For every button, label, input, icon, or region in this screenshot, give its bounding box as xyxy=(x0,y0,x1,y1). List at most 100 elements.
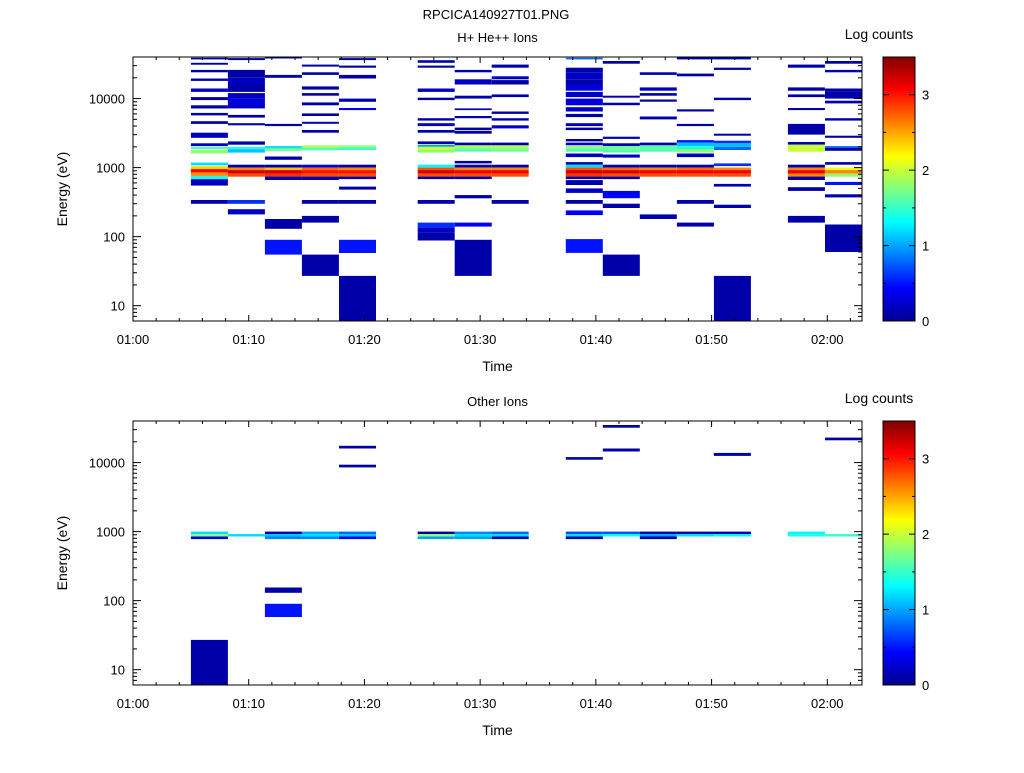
heatmap-cell xyxy=(639,99,677,102)
heatmap-cell xyxy=(417,227,455,233)
y-axis-label: Energy (eV) xyxy=(54,516,70,591)
x-tick-label: 01:00 xyxy=(117,696,150,711)
heatmap-cells xyxy=(190,57,862,321)
heatmap-cell xyxy=(301,536,339,540)
heatmap-cell xyxy=(301,102,339,106)
heatmap-cell xyxy=(417,536,455,540)
panel-title: Other Ions xyxy=(467,394,528,409)
heatmap-cell xyxy=(491,94,529,98)
heatmap-cell xyxy=(339,275,376,321)
y-tick-label: 10 xyxy=(111,299,125,314)
heatmap-cell xyxy=(264,146,302,149)
heatmap-cell xyxy=(639,164,677,168)
heatmap-cell xyxy=(491,145,529,149)
heatmap-cell xyxy=(825,146,862,149)
y-tick-label: 1000 xyxy=(96,161,125,176)
heatmap-cell xyxy=(417,97,455,101)
heatmap-cell xyxy=(565,210,603,216)
heatmap-cell xyxy=(190,143,228,147)
heatmap-cell xyxy=(190,78,228,81)
heatmap-cell xyxy=(454,531,492,535)
heatmap-cell xyxy=(602,136,640,139)
heatmap-cell xyxy=(301,145,339,148)
heatmap-cell xyxy=(339,65,376,68)
heatmap-cell xyxy=(787,142,825,145)
heatmap-cell xyxy=(491,125,529,129)
heatmap-cell xyxy=(227,164,265,168)
heatmap-cell xyxy=(301,130,339,133)
heatmap-cell xyxy=(565,113,603,118)
heatmap-cell xyxy=(301,72,339,75)
heatmap-cell xyxy=(301,64,339,67)
heatmap-cell xyxy=(454,176,492,180)
heatmap-cell xyxy=(565,176,603,180)
heatmap-cell xyxy=(227,58,265,61)
heatmap-cell xyxy=(190,536,228,540)
heatmap-cell xyxy=(639,145,677,149)
heatmap-cell xyxy=(190,112,228,116)
heatmap-cell xyxy=(339,534,376,537)
plot-frame xyxy=(132,420,863,686)
heatmap-cell xyxy=(339,200,376,204)
heatmap-cell xyxy=(825,88,862,92)
heatmap-cell xyxy=(190,172,228,176)
heatmap-cell xyxy=(301,531,339,535)
heatmap-cell xyxy=(713,97,751,101)
heatmap-cell xyxy=(301,176,339,180)
heatmap-cell xyxy=(190,146,228,150)
heatmap-cell xyxy=(301,164,339,168)
heatmap-cell xyxy=(565,164,603,168)
heatmap-cell xyxy=(190,97,228,101)
x-tick-label: 01:40 xyxy=(580,696,613,711)
heatmap-cell xyxy=(339,239,376,253)
heatmap-cell xyxy=(190,105,228,109)
heatmap-cell xyxy=(825,100,862,104)
heatmap-cell xyxy=(339,464,376,468)
heatmap-cell xyxy=(339,445,376,449)
heatmap-cell xyxy=(190,531,228,535)
heatmap-cell xyxy=(301,86,339,90)
heatmap-cell xyxy=(339,108,376,111)
heatmap-cell xyxy=(676,149,714,153)
heatmap-cell xyxy=(676,73,714,77)
heatmap-cell xyxy=(713,146,751,150)
heatmap-cell xyxy=(787,531,825,535)
heatmap-cell xyxy=(417,531,455,535)
heatmap-cell xyxy=(787,123,825,131)
heatmap-cell xyxy=(339,170,376,174)
heatmap-cell xyxy=(301,534,339,537)
heatmap-cell xyxy=(639,116,677,120)
heatmap-cell xyxy=(190,169,228,173)
heatmap-cell xyxy=(602,203,640,208)
heatmap-cell xyxy=(339,167,376,171)
heatmap-cell xyxy=(565,167,603,171)
colorbar-tick-label: 1 xyxy=(922,603,929,618)
heatmap-cell xyxy=(301,173,339,177)
heatmap-cell xyxy=(676,140,714,143)
heatmap-cell xyxy=(227,84,265,92)
heatmap-cell xyxy=(602,425,640,428)
heatmap-cell xyxy=(190,534,228,537)
heatmap-cell xyxy=(565,457,603,460)
heatmap-cell xyxy=(227,209,265,215)
panel-other-ions: Other Ions 01:00 01:10 01:20 01:30 01:40 01:50… xyxy=(54,390,929,738)
heatmap-cell xyxy=(301,200,339,204)
heatmap-cell xyxy=(491,167,529,171)
heatmap-cell xyxy=(264,531,302,535)
heatmap-cell xyxy=(787,187,825,191)
heatmap-cell xyxy=(676,109,714,112)
plot-frame xyxy=(132,56,863,322)
heatmap-cell xyxy=(602,190,640,199)
heatmap-cell xyxy=(264,123,302,127)
x-axis-label: Time xyxy=(482,722,513,738)
heatmap-cell xyxy=(454,160,492,164)
heatmap-cell xyxy=(227,114,265,118)
heatmap-cell xyxy=(264,57,302,59)
panel-title: H+ He++ Ions xyxy=(457,30,538,45)
heatmap-cell xyxy=(190,57,228,60)
heatmap-cell xyxy=(639,167,677,171)
heatmap-cell xyxy=(417,200,455,204)
y-tick-label: 10 xyxy=(111,663,125,678)
heatmap-cell xyxy=(825,162,862,165)
